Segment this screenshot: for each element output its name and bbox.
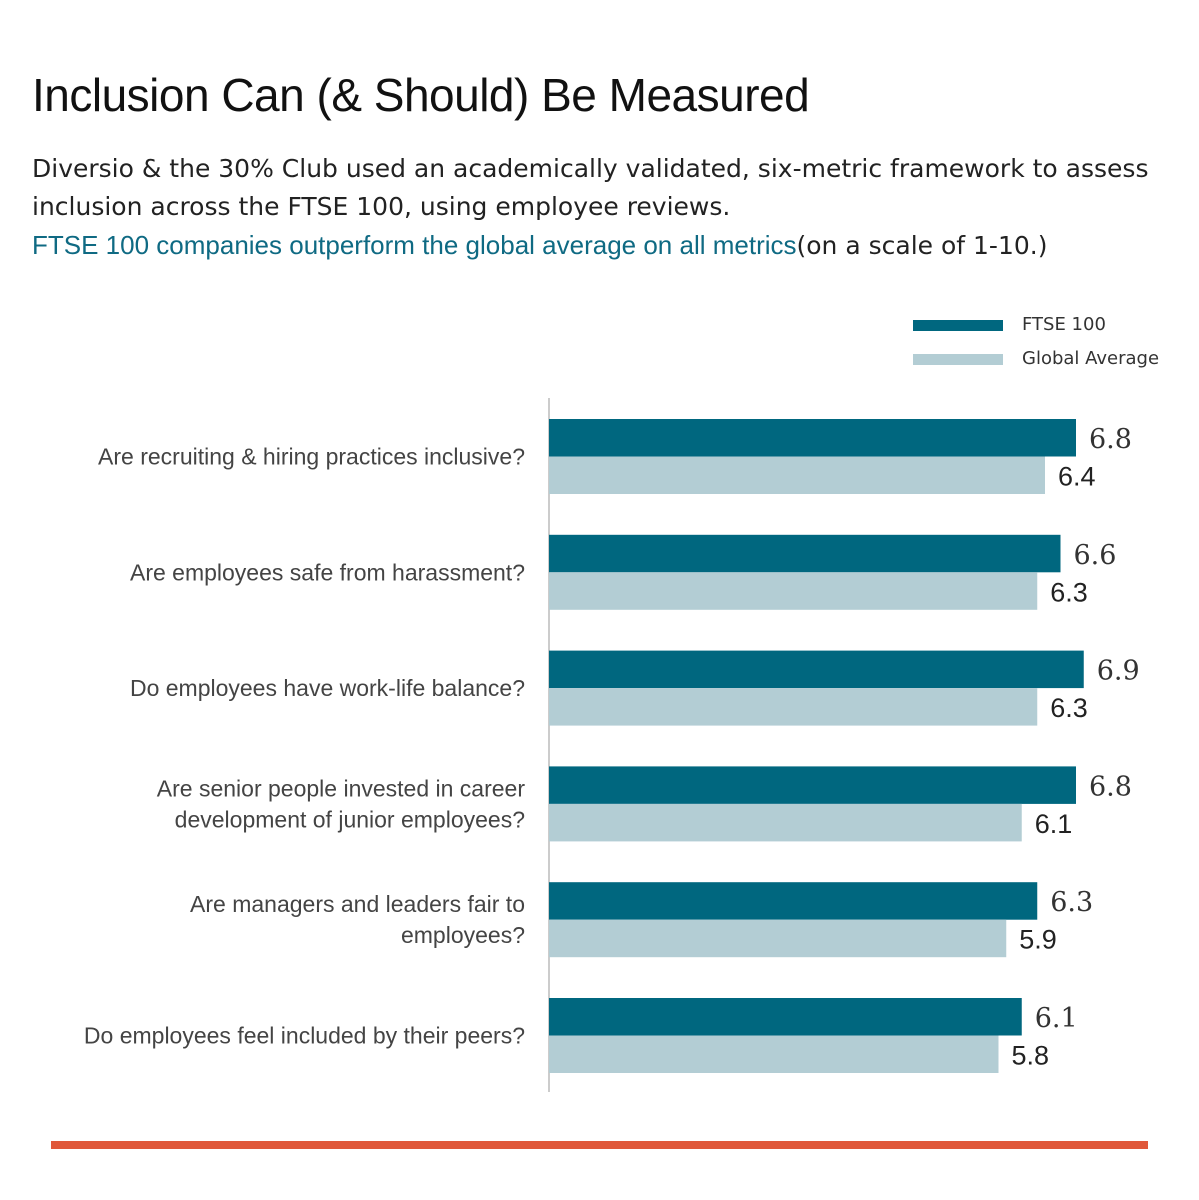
bar-ftse <box>549 998 1022 1036</box>
bar-global <box>549 1035 999 1073</box>
category-label: Do employees feel included by their peer… <box>84 1023 525 1049</box>
bottom-rule <box>51 1141 1148 1149</box>
subtitle-intro: Diversio & the 30% Club used an academic… <box>32 154 1149 221</box>
bar-ftse <box>549 766 1076 804</box>
value-label-ftse: 6.8 <box>1089 771 1132 802</box>
bar-ftse <box>549 882 1038 920</box>
bars-group: Are recruiting & hiring practices inclus… <box>84 419 1140 1073</box>
category-label: Are employees safe from harassment? <box>130 559 525 585</box>
value-label-global: 6.1 <box>1035 809 1073 839</box>
bar-ftse <box>549 650 1084 689</box>
bar-global <box>549 919 1007 958</box>
legend-label-ftse: FTSE 100 <box>1022 314 1106 335</box>
bar-global <box>549 456 1045 494</box>
subtitle: Diversio & the 30% Club used an academic… <box>32 150 1152 265</box>
category-label: Are senior people invested in career deve… <box>157 775 526 832</box>
category-label: Do employees have work-life balance? <box>130 675 525 701</box>
subtitle-highlight: FTSE 100 companies outperform the global… <box>32 230 797 260</box>
category-label: Are recruiting & hiring practices inclus… <box>98 444 525 470</box>
bar-ftse <box>549 534 1061 573</box>
value-label-global: 5.8 <box>1012 1041 1050 1071</box>
bar-global <box>549 572 1038 610</box>
value-label-global: 6.4 <box>1058 462 1096 492</box>
legend-swatch-ftse <box>913 320 1003 331</box>
value-label-ftse: 6.9 <box>1097 656 1140 687</box>
value-label-ftse: 6.3 <box>1050 887 1093 918</box>
subtitle-scale-note: (on a scale of 1-10.) <box>796 231 1048 260</box>
category-label: Are managers and leaders fair to employee… <box>190 891 525 948</box>
value-label-ftse: 6.8 <box>1089 424 1132 455</box>
value-label-global: 5.9 <box>1019 925 1057 955</box>
value-label-ftse: 6.1 <box>1035 1003 1078 1034</box>
value-label-global: 6.3 <box>1050 577 1088 607</box>
bar-global <box>549 803 1022 842</box>
bar-ftse <box>549 419 1076 457</box>
legend-label-global: Global Average <box>1022 348 1160 369</box>
bar-global <box>549 688 1038 726</box>
page-title: Inclusion Can (& Should) Be Measured <box>32 69 810 121</box>
legend-swatch-global <box>913 354 1003 365</box>
value-label-ftse: 6.6 <box>1074 540 1117 571</box>
value-label-global: 6.3 <box>1050 693 1088 723</box>
